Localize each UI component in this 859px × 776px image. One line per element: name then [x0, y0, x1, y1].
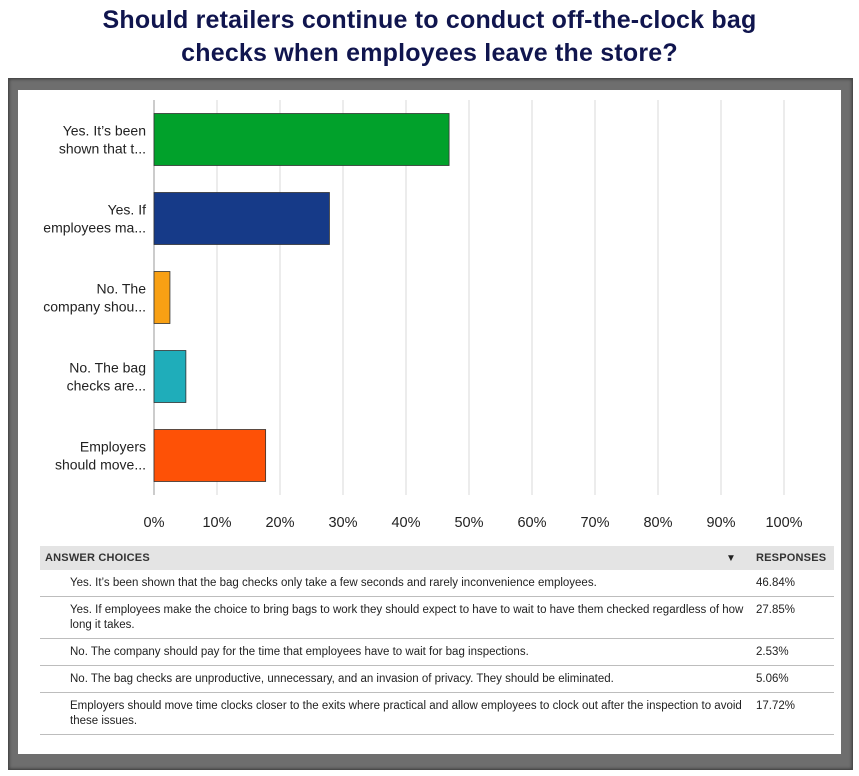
row-answer-text: Yes. It’s been shown that the bag checks… — [70, 577, 597, 589]
bar — [153, 271, 171, 324]
category-label: shown that t... — [59, 141, 146, 157]
page-title: Should retailers continue to conduct off… — [0, 4, 859, 70]
answer-table: ANSWER CHOICES ▼ RESPONSES Yes. It’s bee… — [40, 546, 834, 735]
x-tick-label: 70% — [580, 515, 609, 531]
table-header: ANSWER CHOICES ▼ RESPONSES — [40, 546, 834, 570]
category-label: Yes. If — [108, 202, 147, 218]
bar — [153, 192, 330, 245]
x-tick-label: 10% — [202, 515, 231, 531]
row-response-pct: 5.06% — [756, 673, 789, 685]
category-label: employees ma... — [43, 220, 146, 236]
category-label: company shou... — [43, 299, 146, 315]
bar — [153, 350, 187, 403]
table-row: Employers should move time clocks closer… — [40, 693, 834, 735]
row-response-pct: 46.84% — [756, 577, 796, 589]
x-tick-label: 30% — [328, 515, 357, 531]
category-label: No. The — [96, 281, 146, 297]
x-tick-label: 60% — [517, 515, 546, 531]
x-tick-label: 50% — [454, 515, 483, 531]
bar — [153, 113, 450, 166]
table-row: Yes. If employees make the choice to bri… — [40, 597, 834, 639]
row-answer-text: Yes. If employees make the choice to bri… — [70, 604, 744, 631]
row-response-pct: 2.53% — [756, 646, 789, 658]
bar — [153, 429, 267, 482]
x-tick-label: 20% — [265, 515, 294, 531]
x-tick-label: 0% — [144, 515, 165, 531]
category-label: Employers — [80, 439, 146, 455]
row-answer-text: No. The company should pay for the time … — [70, 646, 529, 658]
header-responses: RESPONSES — [756, 552, 827, 564]
table-row: No. The company should pay for the time … — [40, 639, 834, 666]
row-answer-text: No. The bag checks are unproductive, unn… — [70, 673, 614, 685]
category-label: should move... — [55, 457, 146, 473]
chart-panel: Yes. It’s been shown that t... Yes. If empl… — [18, 90, 841, 754]
category-label: Yes. It’s been — [63, 123, 146, 139]
row-response-pct: 27.85% — [756, 604, 796, 616]
sort-caret-icon[interactable]: ▼ — [726, 552, 737, 564]
x-tick-label: 90% — [706, 515, 735, 531]
x-tick-label: 100% — [765, 515, 802, 531]
row-response-pct: 17.72% — [756, 700, 796, 712]
x-tick-label: 40% — [391, 515, 420, 531]
x-tick-label: 80% — [643, 515, 672, 531]
row-answer-text: Employers should move time clocks closer… — [70, 700, 742, 727]
table-row: Yes. It’s been shown that the bag checks… — [40, 570, 834, 597]
title-line-1: Should retailers continue to conduct off… — [102, 6, 757, 34]
bar-chart: Yes. It’s been shown that t... Yes. If empl… — [43, 100, 803, 531]
category-label: No. The bag — [69, 360, 146, 376]
header-answer-choices: ANSWER CHOICES — [45, 552, 150, 564]
title-line-2: checks when employees leave the store? — [181, 39, 678, 67]
table-row: No. The bag checks are unproductive, unn… — [40, 666, 834, 693]
category-label: checks are... — [67, 378, 146, 394]
